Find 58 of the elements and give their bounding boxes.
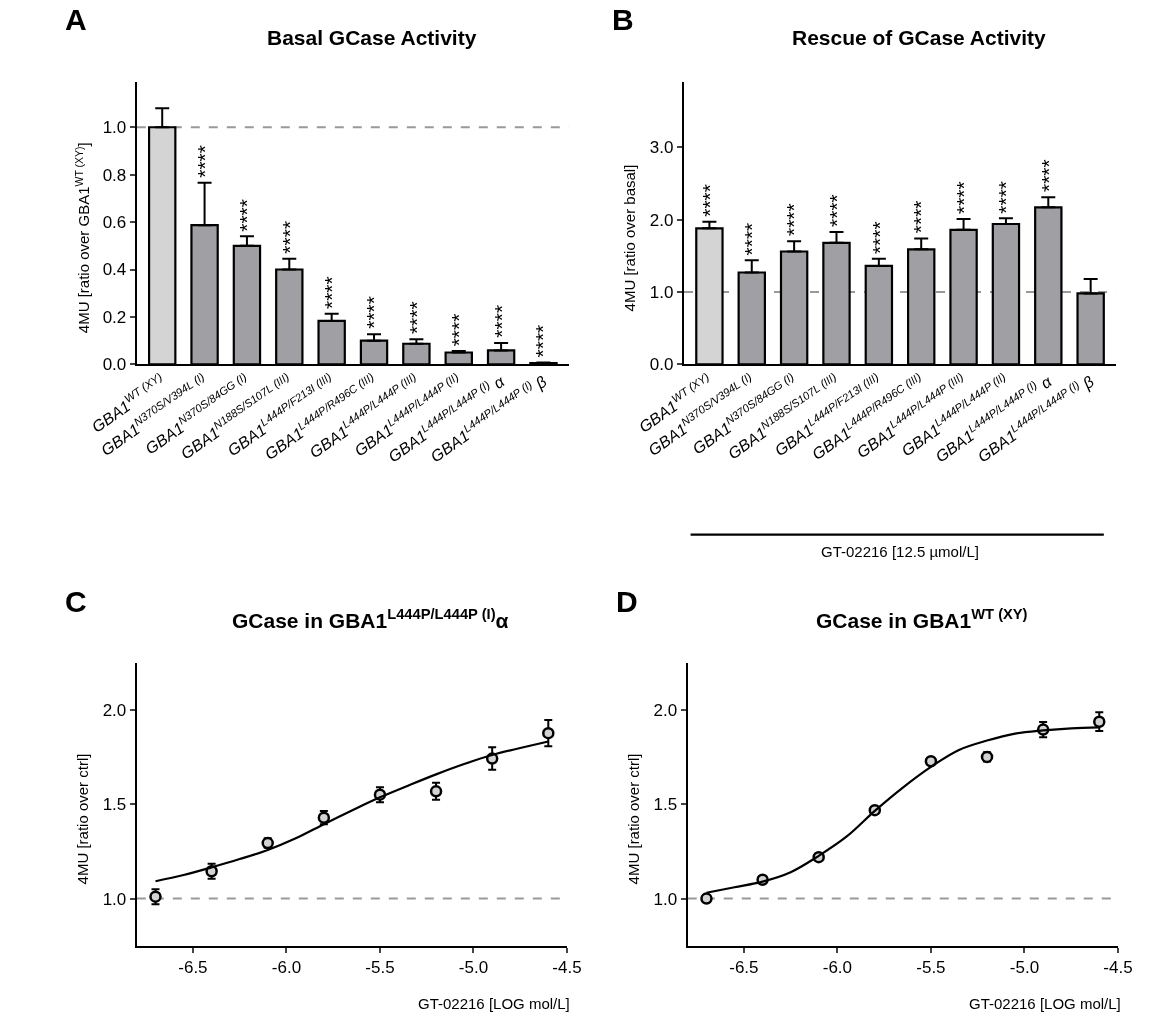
y-tick-label: 2.0	[649, 210, 674, 230]
annotation: ****	[531, 324, 555, 358]
x-axis-title: GT-02216 [12.5 µmol/L]	[821, 543, 979, 560]
text: C	[65, 585, 87, 618]
text: B	[612, 3, 634, 36]
text: D	[616, 585, 638, 618]
annotation: ****	[193, 145, 217, 178]
y-tick-label: 1.5	[653, 795, 678, 815]
y-tick-label: 0.4	[102, 260, 127, 280]
y-axis-title: 4MU [ratio over basal]	[621, 164, 639, 312]
chart-title: Basal GCase Activity	[267, 26, 477, 49]
annotation: ****	[952, 181, 976, 215]
x-tick-label: -6.5	[178, 958, 208, 978]
y-tick-label: 1.0	[102, 889, 127, 909]
y-tick-label: 1.5	[102, 795, 127, 815]
x-tick-label: -4.5	[552, 958, 582, 978]
chart-title: Rescue of GCase Activity	[792, 26, 1046, 49]
x-tick-label: -5.5	[916, 958, 946, 978]
annotation: ****	[362, 296, 386, 329]
y-tick-label: 0.0	[649, 355, 674, 375]
chart-title: GCase in GBA1$^{WT (XY)}$	[816, 606, 1028, 632]
y-tick-label: 1.0	[102, 118, 127, 138]
y-axis-title: 4MU [ratio over ctrl]	[73, 753, 91, 885]
y-tick-label: 2.0	[653, 701, 678, 721]
annotation: ****	[782, 203, 806, 236]
annotation: ****	[825, 194, 849, 227]
x-tick-label: -5.0	[1009, 958, 1040, 978]
x-tick-label: -6.5	[729, 958, 759, 978]
y-tick-label: 1.0	[653, 889, 678, 909]
annotation: ****	[994, 180, 1018, 214]
annotation: ****	[867, 221, 891, 255]
x-tick-label: -6.0	[271, 958, 302, 978]
x-axis-title: GT-02216 [LOG mol/L]	[418, 995, 570, 1012]
annotation: ****	[320, 276, 344, 310]
y-tick-label: 2.0	[102, 701, 127, 721]
x-tick-label: -5.0	[458, 958, 489, 978]
y-tick-label: 0.2	[102, 307, 127, 327]
annotation: ****	[404, 301, 428, 335]
annotation: ****	[235, 199, 259, 232]
annotation: ****	[277, 220, 301, 254]
annotation: ****	[909, 200, 933, 234]
y-tick-label: 0.0	[102, 355, 127, 375]
annotation: ****	[489, 304, 513, 338]
x-tick-label: -4.5	[1103, 958, 1133, 978]
y-axis-title: 4MU [ratio over ctrl]	[624, 753, 642, 885]
annotation: ****	[447, 313, 471, 347]
text: A	[65, 3, 87, 36]
annotation: ****	[698, 184, 722, 217]
y-tick-label: 3.0	[649, 138, 674, 158]
y-tick-label: 0.6	[102, 213, 127, 233]
x-tick-label: -6.0	[822, 958, 853, 978]
annotation: ****	[740, 222, 764, 256]
y-tick-label: 0.8	[102, 165, 127, 185]
y-tick-label: 1.0	[649, 282, 674, 302]
annotation: ****	[1036, 159, 1060, 193]
x-tick-label: -5.5	[365, 958, 395, 978]
x-axis-title: GT-02216 [LOG mol/L]	[969, 995, 1121, 1012]
chart-title: GCase in GBA1$^{L444P/L444P (I)}$α	[232, 606, 509, 632]
